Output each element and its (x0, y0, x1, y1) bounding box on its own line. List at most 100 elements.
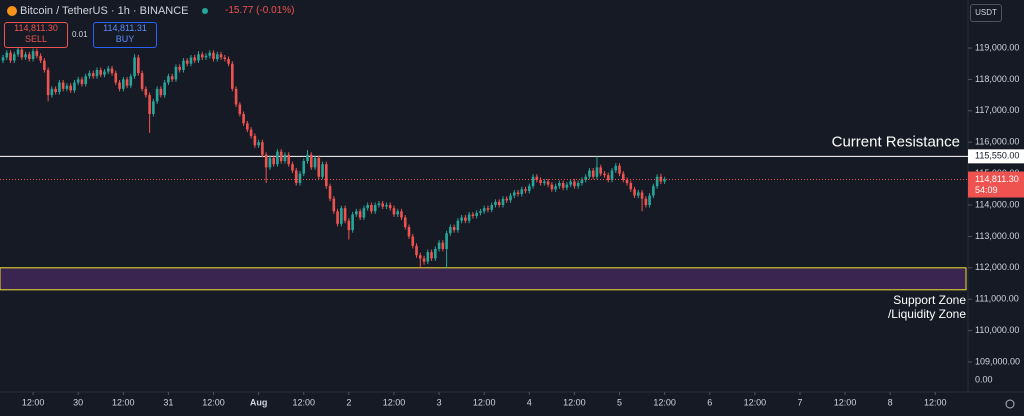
candle-body (629, 183, 633, 190)
candle-body (91, 73, 95, 77)
x-tick-label: 12:00 (924, 397, 947, 407)
x-tick-label: 6 (707, 397, 712, 407)
x-tick-label: 4 (527, 397, 532, 407)
x-tick-label: 8 (888, 397, 893, 407)
sell-button[interactable]: 114,811.30 SELL (4, 22, 68, 48)
candle-body (302, 161, 306, 174)
symbol-title[interactable]: Bitcoin / TetherUS · 1h · BINANCE (20, 5, 189, 17)
buy-button[interactable]: 114,811.31 BUY (93, 22, 157, 48)
candle-body (298, 173, 302, 184)
pane-label: 0.00 (975, 374, 993, 384)
settings-icon[interactable] (1005, 399, 1015, 409)
currency-button[interactable]: USDT (970, 4, 1002, 22)
candle-body (80, 79, 84, 85)
candle-body (5, 52, 9, 58)
candle-body (355, 211, 358, 215)
sell-price: 114,811.30 (14, 23, 58, 33)
candle-body (588, 170, 591, 177)
candle-body (212, 52, 215, 60)
candle-body (39, 55, 42, 61)
candle-body (43, 60, 46, 70)
candle-body (456, 220, 460, 231)
candle-body (294, 170, 298, 184)
candle-body (655, 176, 659, 187)
candle-body (637, 192, 640, 196)
candle-body (362, 208, 366, 218)
candle-body (332, 198, 336, 212)
candle-body (377, 203, 381, 206)
candle-body (591, 170, 595, 177)
candle-body (106, 68, 110, 72)
candle-body (46, 69, 50, 96)
candle-body (449, 226, 452, 234)
x-tick-label: 12:00 (744, 397, 767, 407)
candle-body (490, 205, 494, 210)
candle-body (464, 217, 467, 221)
resistance-price: 115,550.00 (975, 151, 1019, 161)
candle-body (366, 205, 369, 209)
candle-body (565, 184, 569, 188)
countdown: 54:09 (975, 185, 998, 195)
candle-body (422, 258, 426, 262)
x-tick-label: 7 (797, 397, 802, 407)
candle-body (531, 176, 535, 187)
x-tick-label: 12:00 (473, 397, 496, 407)
candle-body (573, 181, 576, 187)
candle-body (317, 157, 321, 177)
candle-body (418, 255, 422, 259)
candle-body (625, 179, 629, 184)
x-tick-label: 12:00 (22, 397, 45, 407)
candle-body (137, 57, 140, 74)
candle-body (204, 55, 208, 58)
candle-body (159, 88, 163, 96)
buy-label: BUY (115, 34, 135, 44)
candle-body (125, 79, 129, 86)
candle-body (283, 154, 287, 162)
candle-body (527, 186, 531, 191)
x-tick-label: 12:00 (292, 397, 315, 407)
candle-body (610, 170, 614, 180)
x-tick-label: 12:00 (563, 397, 586, 407)
candle-body (163, 82, 166, 96)
candle-body (501, 198, 505, 206)
candle-body (122, 79, 125, 89)
candle-body (20, 49, 24, 58)
candle-body (234, 88, 238, 105)
candle-body (249, 129, 253, 136)
candle-body (279, 151, 283, 162)
candle-body (400, 211, 403, 218)
candle-body (520, 189, 524, 195)
candle-body (253, 135, 257, 146)
candle-body (561, 183, 565, 188)
candle-body (208, 52, 212, 56)
candle-body (370, 205, 373, 212)
candle-body (558, 183, 561, 187)
candle-body (309, 154, 313, 168)
x-tick-label: 30 (73, 397, 83, 407)
price-change: -15.77 (-0.01%) (225, 5, 295, 16)
candle-body (76, 79, 80, 83)
candle-body (614, 165, 618, 171)
candle-body (178, 66, 181, 70)
candle-body (580, 179, 584, 184)
candle-body (219, 54, 223, 58)
x-tick-label: 2 (346, 397, 351, 407)
support-zone-label: Support Zone (893, 293, 966, 307)
candle-body (621, 173, 625, 180)
x-tick-label: 12:00 (202, 397, 225, 407)
candle-body (640, 192, 644, 199)
candle-body (648, 195, 651, 206)
candle-body (403, 217, 407, 227)
candle-body (385, 205, 388, 207)
candle-body (347, 220, 351, 231)
candle-body (257, 142, 260, 146)
candle-body (415, 245, 418, 256)
candle-body (652, 186, 655, 196)
candle-body (54, 88, 57, 92)
candle-body (291, 164, 294, 171)
candle-body (1, 57, 5, 61)
candle-body (167, 76, 170, 83)
quantity[interactable]: 0.01 (72, 30, 88, 39)
candle-body (174, 66, 178, 80)
